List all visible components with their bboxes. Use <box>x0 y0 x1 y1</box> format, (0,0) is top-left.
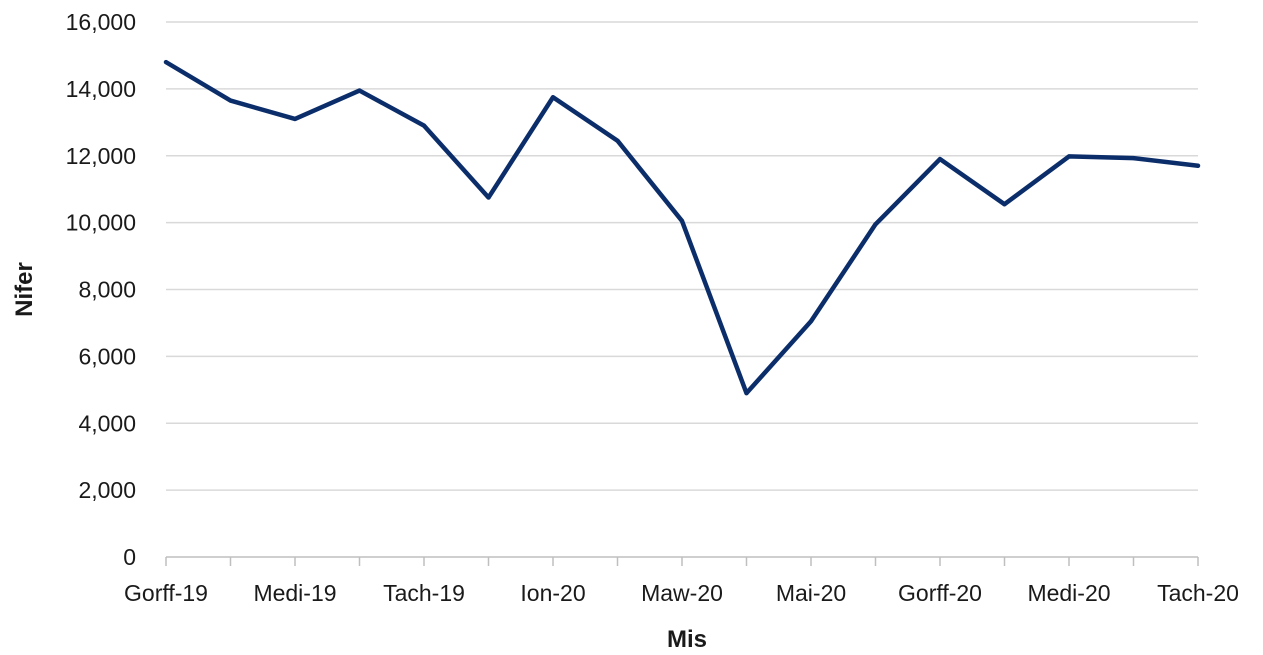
data-point <box>293 116 297 121</box>
y-tick-label: 10,000 <box>66 210 136 236</box>
x-tick-label: Maw-20 <box>641 580 723 606</box>
data-point <box>551 95 555 100</box>
data-point <box>357 88 362 93</box>
x-tick-label: Mai-20 <box>776 580 846 606</box>
x-tick-label: Gorff-20 <box>898 580 982 606</box>
y-tick-label: 14,000 <box>66 76 136 102</box>
y-tick-label: 0 <box>123 544 136 570</box>
y-tick-label: 8,000 <box>78 277 136 303</box>
x-tick-label: Medi-20 <box>1027 580 1110 606</box>
data-point <box>1067 154 1071 159</box>
y-tick-label: 2,000 <box>78 477 136 503</box>
x-tick-label: Tach-19 <box>383 580 465 606</box>
data-point <box>873 222 878 227</box>
data-point <box>744 391 749 396</box>
data-point <box>422 123 426 128</box>
x-tick-label: Medi-19 <box>253 580 336 606</box>
y-tick-label: 12,000 <box>66 143 136 169</box>
series-group <box>163 59 1201 396</box>
x-axis-ticks: Gorff-19 Medi-19 Tach-19 Ion-20 Maw-20 Mai-20… <box>124 557 1239 606</box>
x-tick-label: Ion-20 <box>520 580 585 606</box>
data-point <box>228 98 233 103</box>
data-point <box>1002 202 1007 207</box>
data-point <box>1131 156 1136 161</box>
y-tick-label: 16,000 <box>66 9 136 35</box>
gridlines <box>166 21 1198 491</box>
data-point <box>164 60 168 65</box>
data-point <box>809 319 813 324</box>
data-point <box>680 218 684 223</box>
data-point <box>938 157 942 162</box>
x-axis-title: Mis <box>667 626 707 653</box>
y-tick-label: 4,000 <box>78 410 136 436</box>
data-point <box>1196 163 1200 168</box>
series-line <box>163 59 1201 396</box>
data-point <box>615 138 620 143</box>
x-tick-label: Tach-20 <box>1157 580 1239 606</box>
data-point <box>486 195 491 200</box>
y-axis-ticks: 0 2,000 4,000 6,000 8,000 10,000 12,000 14,000 1… <box>66 9 136 570</box>
y-axis-title: Nifer <box>11 262 38 317</box>
x-tick-label: Gorff-19 <box>124 580 208 606</box>
y-tick-label: 6,000 <box>78 343 136 369</box>
